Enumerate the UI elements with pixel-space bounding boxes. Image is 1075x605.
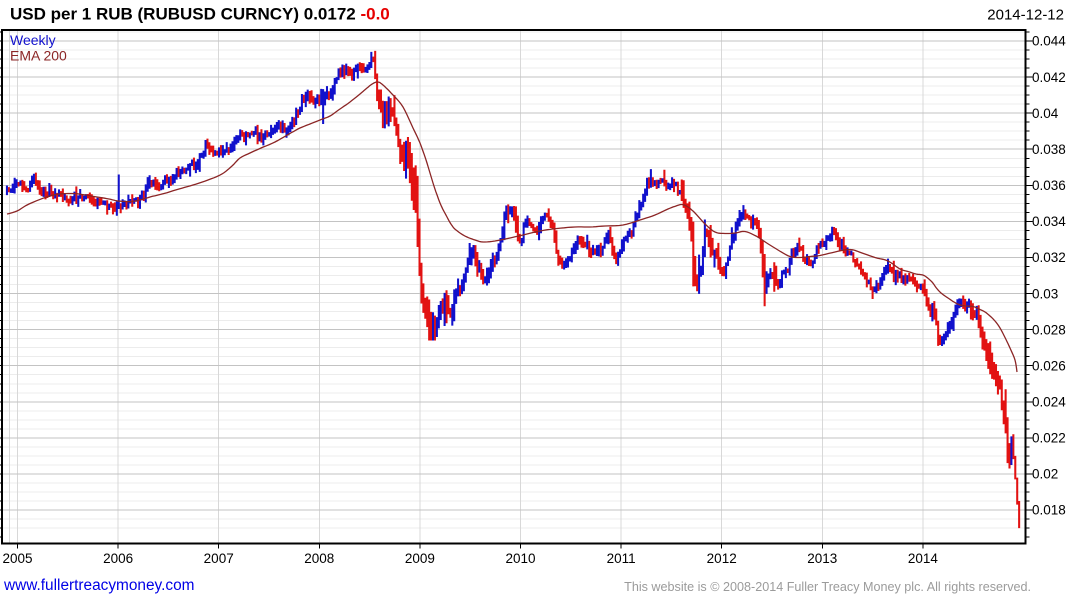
- svg-text:0.024: 0.024: [1032, 395, 1066, 410]
- svg-text:0.028: 0.028: [1032, 322, 1066, 337]
- svg-text:0.02: 0.02: [1032, 467, 1058, 482]
- svg-text:2009: 2009: [405, 551, 435, 566]
- svg-text:0.038: 0.038: [1032, 142, 1066, 157]
- svg-text:2006: 2006: [103, 551, 133, 566]
- svg-text:0.034: 0.034: [1032, 214, 1066, 229]
- svg-text:Weekly: Weekly: [10, 32, 56, 48]
- svg-text:USD per 1 RUB (RUBUSD CURNCY): USD per 1 RUB (RUBUSD CURNCY) 0.0172 -0.…: [10, 5, 390, 24]
- svg-text:0.042: 0.042: [1032, 70, 1066, 85]
- svg-text:www.fullertreacymoney.com: www.fullertreacymoney.com: [3, 577, 194, 594]
- svg-text:0.03: 0.03: [1032, 286, 1058, 301]
- svg-text:0.022: 0.022: [1032, 431, 1066, 446]
- svg-text:0.036: 0.036: [1032, 178, 1066, 193]
- svg-text:This website is © 2008-2014 Fu: This website is © 2008-2014 Fuller Treac…: [624, 580, 1031, 594]
- svg-text:EMA 200: EMA 200: [10, 48, 67, 64]
- svg-text:0.044: 0.044: [1032, 34, 1066, 49]
- svg-text:0.026: 0.026: [1032, 358, 1066, 373]
- svg-text:2013: 2013: [807, 551, 837, 566]
- svg-text:2011: 2011: [607, 551, 636, 566]
- svg-text:2007: 2007: [204, 551, 234, 566]
- svg-text:2010: 2010: [505, 551, 535, 566]
- svg-text:2008: 2008: [304, 551, 334, 566]
- svg-text:2014-12-12: 2014-12-12: [987, 7, 1064, 24]
- svg-text:2012: 2012: [707, 551, 737, 566]
- svg-text:2005: 2005: [2, 551, 32, 566]
- svg-text:2014: 2014: [908, 551, 939, 566]
- svg-text:0.018: 0.018: [1032, 503, 1066, 518]
- svg-text:0.04: 0.04: [1032, 106, 1059, 121]
- svg-text:0.032: 0.032: [1032, 250, 1066, 265]
